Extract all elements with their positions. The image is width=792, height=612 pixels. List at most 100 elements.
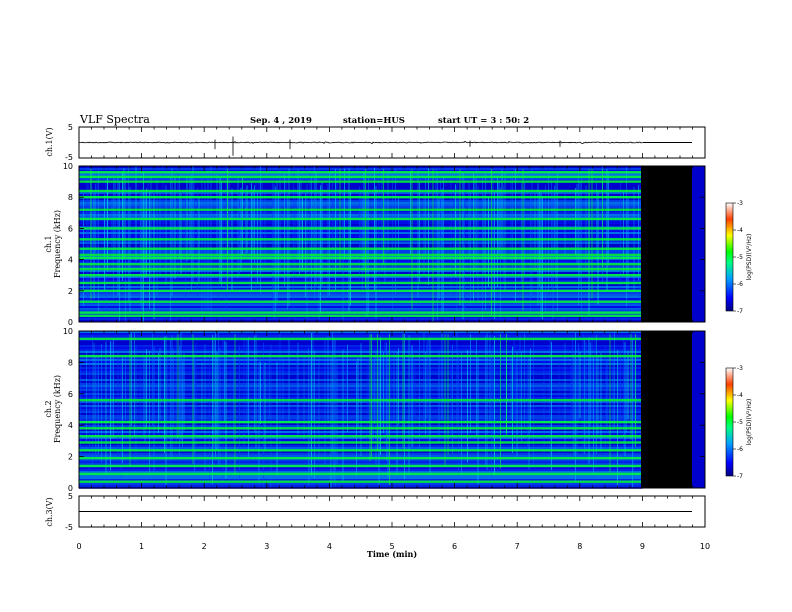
narrowband-line [79, 464, 643, 468]
ch2-spectrogram-ticks [78, 331, 706, 488]
narrowband-line [79, 449, 643, 452]
spectrogram-band [79, 377, 643, 379]
narrowband-line [79, 208, 643, 211]
narrowband-line [79, 311, 643, 314]
spectrogram-band [79, 401, 643, 403]
spectrogram-band [79, 437, 643, 439]
spectrogram-band [79, 469, 643, 471]
y-ticklabel: 2 [68, 287, 73, 296]
y-ticklabel: 6 [68, 390, 73, 399]
spectrogram-band [79, 353, 643, 355]
colorbar-ticklabel: -6 [737, 281, 743, 288]
colorbar-ticklabel: -7 [737, 308, 743, 315]
start-time-label: start UT = 3 : 50: 2 [438, 116, 529, 126]
x-ticklabel: 0 [76, 542, 81, 551]
y-ticklabel: 0 [68, 484, 73, 493]
ch3-ytick-bottom: -5 [65, 523, 73, 532]
narrowband-line [79, 267, 643, 271]
ch1-spectrogram-image [79, 166, 643, 322]
spectrogram-band [79, 403, 643, 405]
narrowband-line [79, 354, 643, 358]
spectrogram-band [79, 385, 643, 387]
colorbar-ticklabel: -5 [737, 254, 743, 261]
ch1-spectrogram-yticklabels: 0 2 4 6 8 10 [63, 162, 705, 327]
spectrogram-band [79, 381, 643, 383]
spectrogram-band [79, 188, 643, 190]
spectrogram-band [79, 475, 643, 477]
x-ticklabel: 9 [640, 542, 645, 551]
x-axis-label: Time (min) [367, 549, 417, 559]
spectrogram-band [79, 433, 643, 435]
spectrogram-band [79, 463, 643, 465]
spectrogram-band [79, 405, 643, 407]
x-ticklabel: 8 [577, 542, 582, 551]
ch1-colorbar-label: log(PSD)(V²/Hz) [746, 234, 753, 281]
spectrogram-band [79, 184, 643, 186]
station-label: station=HUS [343, 116, 405, 126]
narrowband-line [79, 441, 643, 444]
ch1-colorbar [725, 202, 734, 312]
spectrogram-band [79, 447, 643, 449]
ch1-waveform-panel: 5 -5 ch.1(V) [45, 123, 706, 162]
y-ticklabel: 10 [63, 162, 73, 171]
spectrogram-band [79, 308, 643, 310]
ch3-waveform-ylabel: ch.3(V) [45, 497, 54, 526]
spectrogram-band [79, 359, 643, 361]
spectrogram-band [79, 451, 643, 453]
spectrogram-band [79, 294, 643, 296]
spectrogram-band [79, 333, 643, 335]
spectrogram-band [79, 306, 643, 308]
spectrogram-band [79, 383, 643, 385]
spectrogram-band [79, 260, 643, 262]
spectrogram-band [79, 318, 643, 320]
spectrogram-band [79, 477, 643, 479]
spectrogram-band [79, 361, 643, 363]
spectrogram-band [79, 341, 643, 343]
spectrogram-band [79, 459, 643, 461]
spectrogram-band [79, 373, 643, 375]
colorbar-ticklabel: -4 [737, 392, 743, 399]
spectrogram-band [79, 439, 643, 441]
spectrogram-band [79, 411, 643, 413]
spectrogram-band [79, 455, 643, 457]
spectrogram-band [79, 379, 643, 381]
spectrogram-band [79, 262, 643, 264]
spectrogram-band [79, 320, 643, 322]
narrowband-line [79, 227, 643, 230]
narrowband-line [79, 314, 643, 317]
spectrogram-band [79, 417, 643, 419]
spectrogram-band [79, 423, 643, 425]
spectrogram-band [79, 393, 643, 395]
spectrogram-band [79, 347, 643, 349]
y-ticklabel: 6 [68, 224, 73, 233]
spectrogram-band [79, 425, 643, 427]
narrowband-line [79, 300, 643, 303]
narrowband-line [79, 398, 643, 402]
spectrogram-band [79, 415, 643, 417]
narrowband-line [79, 427, 643, 430]
x-ticklabel: 4 [327, 542, 332, 551]
ch2-spectrogram-ylabel-channel: ch.2 [44, 400, 53, 417]
narrowband-line [79, 472, 643, 476]
x-ticklabel: 1 [139, 542, 144, 551]
narrowband-line [79, 337, 643, 341]
ch3-waveform-ticks [78, 496, 706, 527]
spectrogram-band [79, 284, 643, 286]
spectrogram-band [79, 266, 643, 268]
spectrogram-band [79, 296, 643, 298]
narrowband-line [79, 171, 643, 174]
narrowband-line [79, 274, 643, 277]
ch1-spectrogram-ticks [78, 166, 706, 322]
colorbar-ticklabel: -4 [737, 227, 743, 234]
ch3-ytick-top: 5 [68, 492, 73, 501]
narrowband-line [79, 289, 643, 292]
colorbar-ticklabel: -7 [737, 473, 743, 480]
narrowband-line [79, 435, 643, 438]
y-ticklabel: 8 [68, 358, 73, 367]
spectrogram-band [79, 391, 643, 393]
y-ticklabel: 2 [68, 453, 73, 462]
spectrogram-band [79, 445, 643, 447]
